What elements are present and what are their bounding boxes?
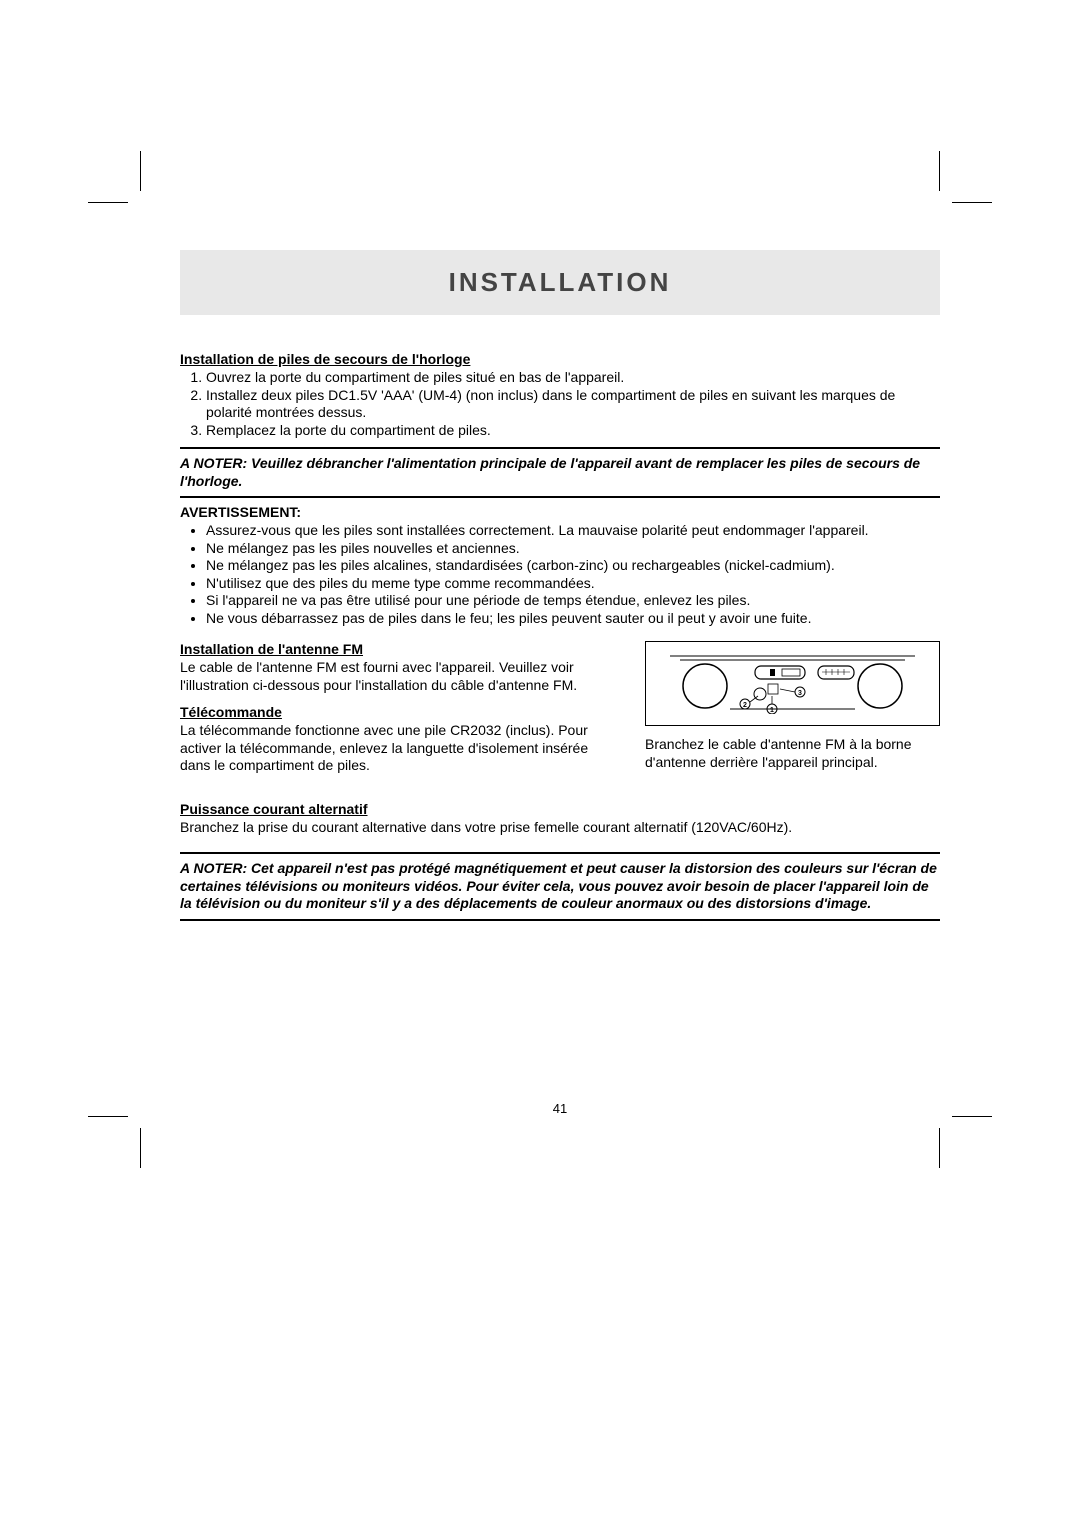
battery-install-list: Ouvrez la porte du compartiment de piles… (180, 369, 940, 439)
fm-antenna-body: Le cable de l'antenne FM est fourni avec… (180, 659, 615, 694)
list-item: Ouvrez la porte du compartiment de piles… (206, 369, 940, 387)
column-right: 2 1 3 Branchez le cable d'antenne FM à l… (645, 641, 940, 785)
note-disconnect-power: A NOTER: Veuillez débrancher l'alimentat… (180, 455, 940, 490)
list-item: Ne mélangez pas les piles nouvelles et a… (206, 540, 940, 558)
heading-ac-power: Puissance courant alternatif (180, 801, 940, 817)
crop-mark (952, 202, 992, 203)
page-content: INSTALLATION Installation de piles de se… (180, 250, 940, 1116)
two-column-section: Installation de l'antenne FM Le cable de… (180, 641, 940, 785)
svg-text:2: 2 (743, 702, 747, 709)
crop-mark (939, 151, 940, 191)
rear-panel-icon: 2 1 3 (660, 654, 925, 714)
crop-mark (939, 1128, 940, 1168)
crop-mark (88, 1116, 128, 1117)
list-item: Assurez-vous que les piles sont installé… (206, 522, 940, 540)
crop-mark (88, 202, 128, 203)
list-item: N'utilisez que des piles du meme type co… (206, 575, 940, 593)
list-item: Ne mélangez pas les piles alcalines, sta… (206, 557, 940, 575)
heading-warning: AVERTISSEMENT: (180, 504, 940, 520)
heading-battery-install: Installation de piles de secours de l'ho… (180, 351, 940, 367)
svg-text:1: 1 (770, 707, 774, 714)
crop-mark (952, 1116, 992, 1117)
heading-remote: Télécommande (180, 704, 615, 720)
title-band: INSTALLATION (180, 250, 940, 315)
figure-caption: Branchez le cable d'antenne FM à la born… (645, 736, 940, 771)
list-item: Remplacez la porte du compartiment de pi… (206, 422, 940, 440)
ac-power-body: Branchez la prise du courant alternative… (180, 819, 940, 837)
list-item: Si l'appareil ne va pas être utilisé pou… (206, 592, 940, 610)
column-left: Installation de l'antenne FM Le cable de… (180, 641, 615, 785)
rear-panel-diagram: 2 1 3 (645, 641, 940, 726)
page-title: INSTALLATION (449, 267, 672, 298)
remote-body: La télécommande fonctionne avec une pile… (180, 722, 615, 775)
page-number: 41 (180, 1101, 940, 1116)
crop-mark (140, 151, 141, 191)
heading-fm-antenna: Installation de l'antenne FM (180, 641, 615, 657)
svg-text:3: 3 (798, 690, 802, 697)
divider (180, 919, 940, 921)
divider (180, 852, 940, 854)
crop-mark (140, 1128, 141, 1168)
list-item: Installez deux piles DC1.5V 'AAA' (UM-4)… (206, 387, 940, 422)
note-magnetic-shield: A NOTER: Cet appareil n'est pas protégé … (180, 860, 940, 913)
list-item: Ne vous débarrassez pas de piles dans le… (206, 610, 940, 628)
divider (180, 496, 940, 498)
divider (180, 447, 940, 449)
warning-list: Assurez-vous que les piles sont installé… (180, 522, 940, 627)
